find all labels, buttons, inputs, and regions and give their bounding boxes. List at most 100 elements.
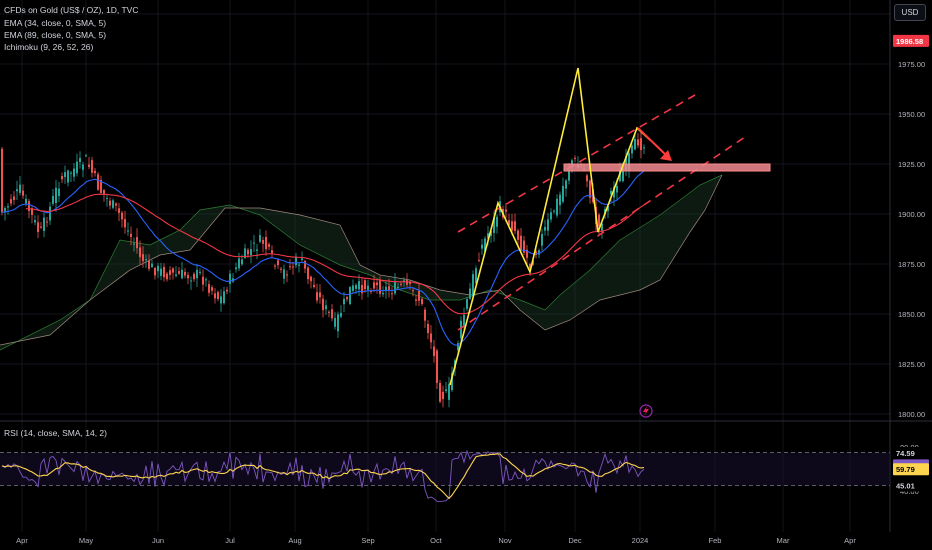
rsi-upper-tag: 74.59 xyxy=(896,449,915,458)
candle-body xyxy=(181,269,183,279)
candle-body xyxy=(202,276,204,285)
candle-body xyxy=(154,268,156,276)
candle-body xyxy=(643,147,645,149)
time-axis[interactable]: Apr May Jun Jul Aug Sep Oct Nov Dec 2024 Feb Mar Apr xyxy=(16,536,856,545)
candle-body xyxy=(619,171,621,182)
candle-body xyxy=(535,251,537,256)
candle-body xyxy=(631,145,633,154)
candle-body xyxy=(361,285,363,294)
candle-body xyxy=(403,280,405,282)
candle-body xyxy=(433,346,435,357)
candle-body xyxy=(223,291,225,304)
candle-body xyxy=(79,157,81,163)
candle-body xyxy=(622,168,624,181)
candle-body xyxy=(610,190,612,195)
candle-body xyxy=(88,164,90,167)
candle-body xyxy=(436,350,438,383)
candle-body xyxy=(490,231,492,236)
symbol-title[interactable]: CFDs on Gold (US$ / OZ), 1D, TVC xyxy=(4,5,139,15)
candle-body xyxy=(31,208,33,215)
candle-body xyxy=(316,292,318,301)
candle-body xyxy=(298,264,300,266)
candle-body xyxy=(100,179,102,193)
rsi-lower-tag: 45.01 xyxy=(896,481,915,490)
candle-body xyxy=(145,259,147,261)
candle-body xyxy=(247,249,249,255)
candle-body xyxy=(184,271,186,276)
candle-body xyxy=(61,176,63,180)
candle-body xyxy=(262,240,264,244)
candle-body xyxy=(91,160,93,173)
candle-body xyxy=(16,189,18,192)
candle-body xyxy=(448,384,450,400)
candle-body xyxy=(322,298,324,311)
candle-body xyxy=(547,219,549,231)
price-tick-label: 1800.00 xyxy=(898,410,925,419)
candle-body xyxy=(220,296,222,304)
down-arrow-line xyxy=(637,127,669,158)
candle-body xyxy=(565,180,567,189)
ema-lines xyxy=(1,170,645,346)
candle-body xyxy=(235,267,237,270)
candle-body xyxy=(637,139,639,146)
candle-body xyxy=(40,226,42,228)
candle-body xyxy=(82,164,84,170)
candle-body xyxy=(325,305,327,310)
ichimoku-legend[interactable]: Ichimoku (9, 26, 52, 26) xyxy=(4,42,94,52)
candle-body xyxy=(505,209,507,212)
candle-body xyxy=(607,206,609,212)
candle-body xyxy=(355,285,357,289)
candle-body xyxy=(481,244,483,249)
candle-body xyxy=(43,217,45,232)
candle-body xyxy=(364,280,366,290)
candle-body xyxy=(544,226,546,231)
candle-body xyxy=(538,250,540,255)
candle-body xyxy=(229,273,231,284)
candle-body xyxy=(22,190,24,196)
candle-body xyxy=(34,220,36,223)
ema89-legend[interactable]: EMA (89, close, 0, SMA, 5) xyxy=(4,30,107,40)
time-tick-label: Nov xyxy=(498,536,512,545)
candle-body xyxy=(19,184,21,193)
candle-body xyxy=(388,286,390,291)
resistance-zone xyxy=(563,163,771,172)
time-tick-label: Oct xyxy=(430,536,443,545)
ema34-legend[interactable]: EMA (34, close, 0, SMA, 5) xyxy=(4,18,107,28)
candle-body xyxy=(124,218,126,228)
rsi-pane xyxy=(0,449,890,503)
candle-body xyxy=(574,157,576,159)
candle-body xyxy=(358,281,360,290)
candle-body xyxy=(52,195,54,204)
candle-body xyxy=(10,199,12,204)
candle-body xyxy=(568,171,570,181)
rsi-legend[interactable]: RSI (14, close, SMA, 14, 2) xyxy=(4,428,107,438)
time-tick-label: Sep xyxy=(361,536,374,545)
time-tick-label: 2024 xyxy=(632,536,649,545)
candle-body xyxy=(523,240,525,253)
candle-body xyxy=(7,206,9,208)
candle-body xyxy=(442,391,444,400)
ema89-tag-bg xyxy=(893,34,929,47)
rsi-ma-tag-bg xyxy=(893,463,929,476)
candle-body xyxy=(571,160,573,165)
drawings[interactable] xyxy=(449,67,771,418)
candle-body xyxy=(13,196,15,200)
candle-body xyxy=(76,161,78,174)
candle-body xyxy=(49,206,51,221)
candle-body xyxy=(628,152,630,170)
candle-body xyxy=(517,230,519,240)
candle-body xyxy=(379,279,381,294)
currency-button[interactable]: USD xyxy=(894,4,926,21)
candle-body xyxy=(520,235,522,250)
candle-body xyxy=(265,236,267,250)
candle-body xyxy=(478,260,480,262)
candle-body xyxy=(463,314,465,327)
candle-body xyxy=(352,285,354,291)
price-tick-label: 1900.00 xyxy=(898,210,925,219)
candle-body xyxy=(457,343,459,351)
candle-body xyxy=(1,148,3,213)
candle-body xyxy=(208,284,210,293)
candle-body xyxy=(64,172,66,177)
candle-body xyxy=(193,273,195,280)
